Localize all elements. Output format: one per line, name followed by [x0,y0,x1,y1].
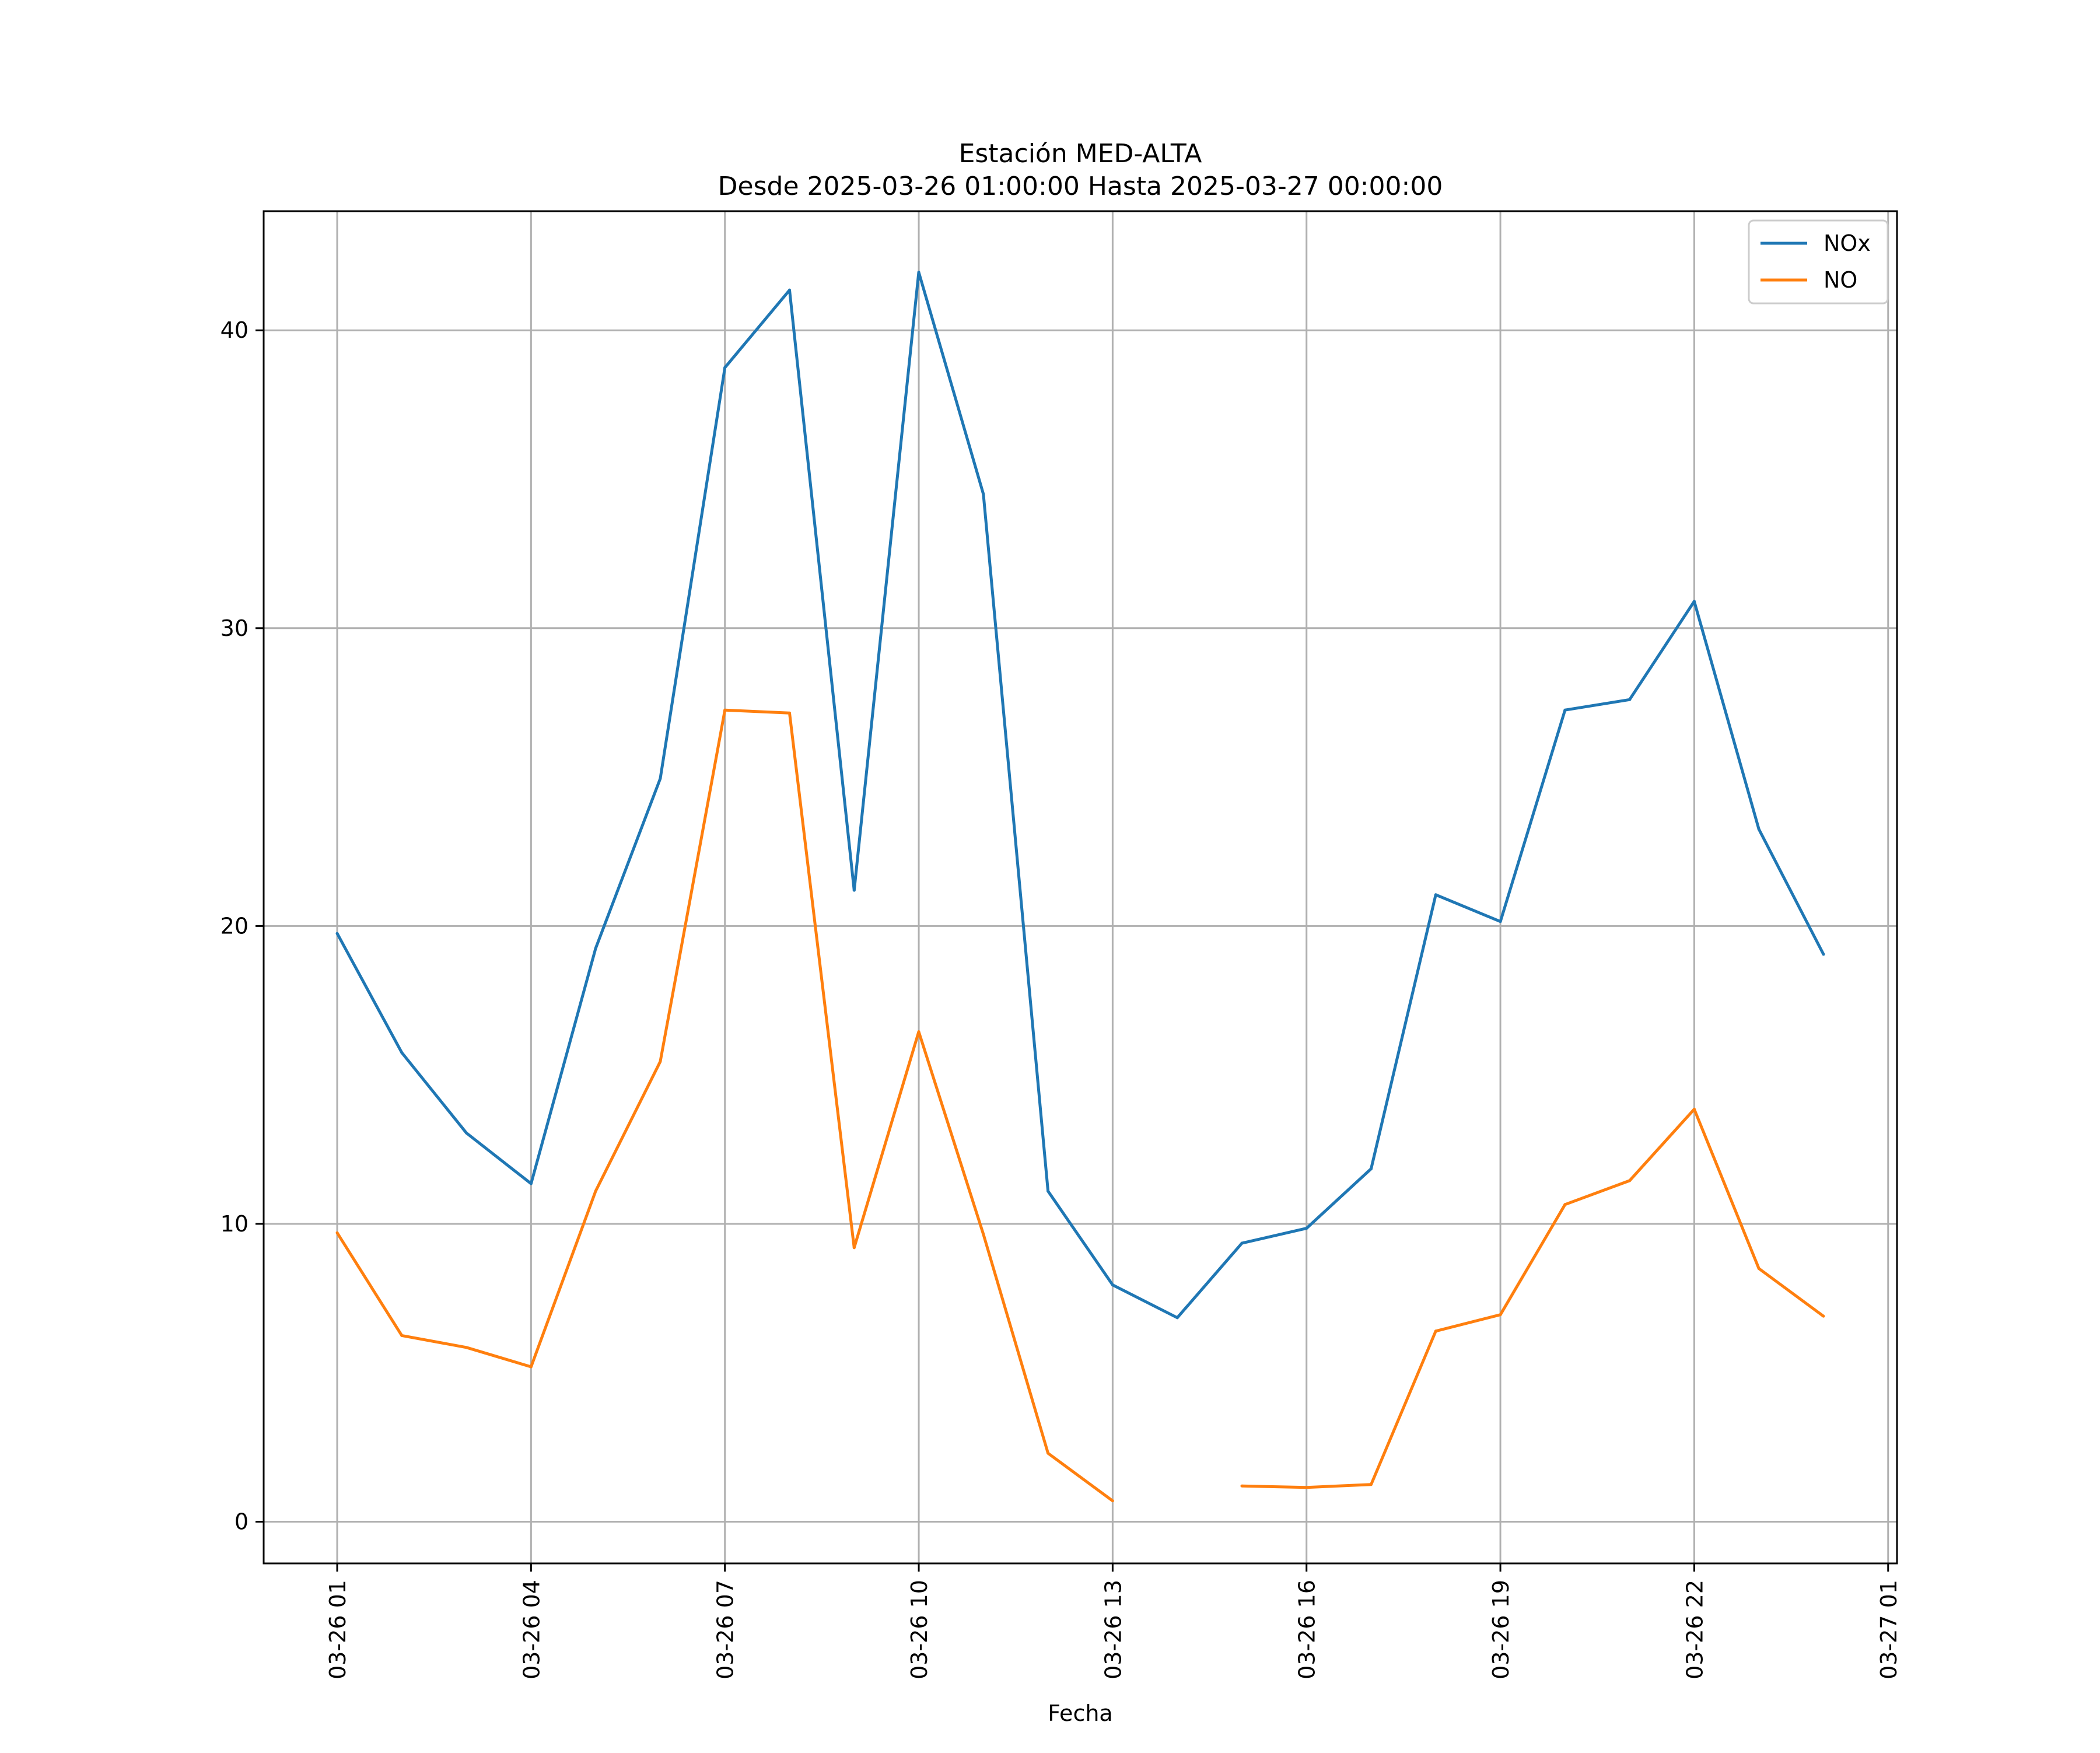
data-point-no [335,1231,339,1234]
data-point-nox [1240,1241,1244,1245]
data-point-nox [1692,600,1696,603]
x-tick-label: 03-26 01 [325,1580,351,1679]
x-tick-label: 03-26 16 [1294,1580,1320,1679]
data-point-no [788,711,791,715]
data-point-nox [529,1182,533,1185]
data-point-no [1499,1313,1502,1317]
data-point-no [1305,1486,1308,1489]
axis-ticks: 03-26 01 03-26 04 03-26 07 03-26 10 03-26 13… [220,317,1902,1679]
data-point-no [852,1246,856,1250]
chart-title: Estación MED-ALTA [959,139,1202,169]
series-line-nox [335,271,1825,1320]
y-tick-label: 0 [235,1509,249,1535]
data-point-no [723,708,727,712]
data-point-nox [788,288,791,292]
data-point-nox [982,492,985,496]
data-point-nox [1628,698,1632,701]
data-point-no [982,1233,985,1236]
data-point-nox [1822,953,1825,956]
data-point-no [1757,1267,1760,1271]
data-point-no [1563,1203,1567,1206]
data-point-no [1434,1329,1437,1333]
legend-label-nox: NOx [1824,230,1871,256]
data-point-no [1628,1179,1632,1182]
x-tick-label: 03-26 04 [519,1580,544,1679]
data-point-no [917,1030,921,1034]
data-point-nox [1175,1316,1179,1320]
x-axis-label: Fecha [1048,1700,1112,1726]
data-point-nox [1111,1283,1114,1287]
x-tick-label: 03-27 01 [1876,1580,1902,1679]
series-lines [335,271,1825,1503]
chart-subtitle: Desde 2025-03-26 01:00:00 Hasta 2025-03-… [718,172,1443,201]
data-point-nox [1046,1189,1050,1193]
grid-lines [264,211,1897,1563]
data-point-nox [400,1051,404,1054]
x-tick-label: 03-26 19 [1488,1580,1514,1679]
data-point-nox [1563,708,1567,712]
data-point-no [1692,1107,1696,1111]
data-point-nox [1305,1227,1308,1230]
axes-frame [262,210,1898,1565]
x-tick-label: 03-26 07 [713,1580,738,1679]
legend-label-no: NO [1824,267,1857,293]
legend-box [1748,219,1889,305]
data-point-nox [594,947,597,950]
data-point-nox [659,777,662,781]
data-point-no [659,1060,662,1063]
data-point-nox [1499,920,1502,923]
legend: NOx NO [1748,219,1889,305]
x-tick-label: 03-26 22 [1682,1580,1707,1679]
data-point-nox [852,888,856,892]
data-point-nox [1434,893,1437,897]
data-point-nox [465,1131,468,1135]
data-point-no [400,1334,404,1337]
y-tick-label: 20 [220,913,249,939]
x-tick-label: 03-26 13 [1100,1580,1126,1679]
data-point-nox [917,271,921,274]
data-point-no [1240,1484,1244,1488]
data-point-nox [335,932,339,935]
data-point-no [1111,1499,1114,1503]
data-point-nox [723,366,727,369]
y-tick-label: 30 [220,615,249,641]
y-tick-label: 10 [220,1211,249,1237]
data-point-nox [1370,1167,1373,1170]
data-point-no [529,1365,533,1369]
data-point-no [1370,1483,1373,1486]
data-point-no [1822,1314,1825,1318]
data-point-no [1046,1451,1050,1455]
data-point-no [594,1189,597,1193]
x-tick-label: 03-26 10 [907,1580,932,1679]
data-point-nox [1757,827,1760,831]
y-tick-label: 40 [220,317,249,343]
data-point-no [465,1346,468,1349]
